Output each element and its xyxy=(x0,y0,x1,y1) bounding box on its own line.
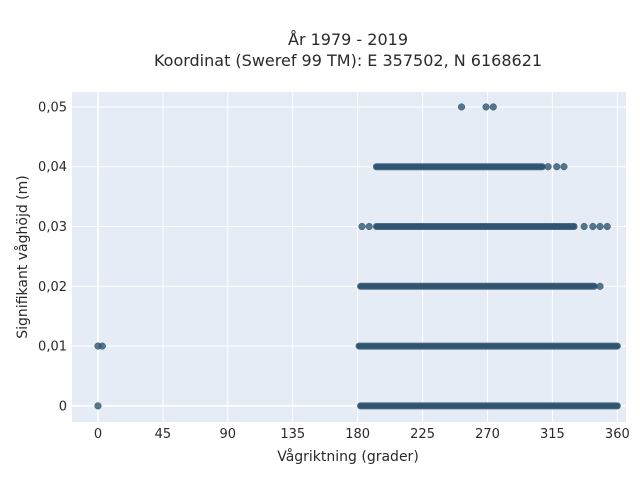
data-point xyxy=(98,342,106,350)
y-tick-label: 0 xyxy=(59,399,67,414)
y-axis-ticks: 0 0,01 0,02 0,03 0,04 0,05 xyxy=(38,100,67,414)
x-tick-label: 270 xyxy=(475,427,500,442)
x-tick-label: 360 xyxy=(605,427,630,442)
x-tick-label: 90 xyxy=(220,427,237,442)
y-tick-label: 0,01 xyxy=(38,340,67,355)
data-point xyxy=(457,103,466,111)
x-tick-label: 315 xyxy=(540,427,565,442)
data-point xyxy=(544,163,552,171)
y-tick-label: 0,05 xyxy=(38,100,67,115)
x-axis-ticks: 0 45 90 135 180 225 270 315 360 xyxy=(94,427,630,442)
x-tick-label: 0 xyxy=(94,427,102,442)
data-point xyxy=(482,103,490,111)
x-axis-title: Vågriktning (grader) xyxy=(277,448,419,465)
data-point xyxy=(603,222,611,231)
data-point xyxy=(560,163,568,171)
x-tick-label: 45 xyxy=(155,427,172,442)
x-tick-label: 135 xyxy=(280,427,305,442)
data-point xyxy=(489,103,497,111)
chart-title-line1: År 1979 - 2019 xyxy=(288,30,408,49)
data-point xyxy=(365,222,373,231)
data-point xyxy=(94,402,102,410)
data-point xyxy=(358,222,366,231)
data-point xyxy=(596,282,604,290)
data-point xyxy=(580,222,588,231)
data-point xyxy=(553,163,561,171)
y-axis-title: Signifikant våghöjd (m) xyxy=(14,175,31,338)
x-tick-label: 225 xyxy=(410,427,435,442)
y-tick-label: 0,03 xyxy=(38,220,67,235)
y-tick-label: 0,04 xyxy=(38,160,67,175)
x-tick-label: 180 xyxy=(345,427,370,442)
data-point xyxy=(589,222,597,231)
chart-title-line2: Koordinat (Sweref 99 TM): E 357502, N 61… xyxy=(154,51,542,70)
plot-area xyxy=(72,92,626,422)
y-tick-label: 0,02 xyxy=(38,280,67,295)
data-point xyxy=(596,222,604,231)
data-points xyxy=(94,103,621,410)
